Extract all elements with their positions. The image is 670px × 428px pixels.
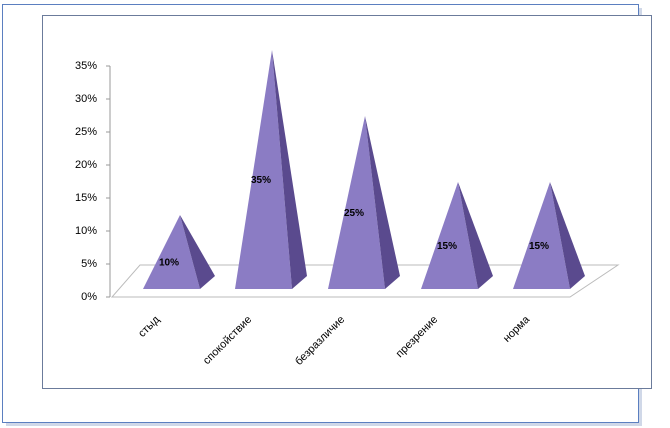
value-label: 35% [251,175,271,186]
y-tick-label: 5% [81,258,97,270]
pyramid-front [143,215,200,289]
pyramid-side [272,50,307,289]
y-tick-label: 25% [75,126,97,138]
pyramid-side [365,116,400,289]
pyramid [143,215,215,289]
pyramid-front [513,182,570,289]
value-label: 25% [344,208,364,219]
pyramid-front [328,116,385,289]
value-label: 10% [159,258,179,269]
value-label: 15% [437,241,457,252]
pyramid [421,182,493,289]
value-label: 15% [529,241,549,252]
y-tick-label: 15% [75,192,97,204]
pyramid-side [458,182,493,289]
y-tick-label: 20% [75,159,97,171]
y-tick-label: 10% [75,225,97,237]
pyramid-side [550,182,585,289]
pyramid-front [421,182,478,289]
y-tick-label: 35% [75,60,97,72]
y-tick-label: 0% [81,291,97,303]
pyramid-side [180,215,215,289]
pyramid [328,116,400,289]
y-tick-label: 30% [75,93,97,105]
pyramid [513,182,585,289]
pyramid [235,50,307,289]
pyramid-front [235,50,292,289]
